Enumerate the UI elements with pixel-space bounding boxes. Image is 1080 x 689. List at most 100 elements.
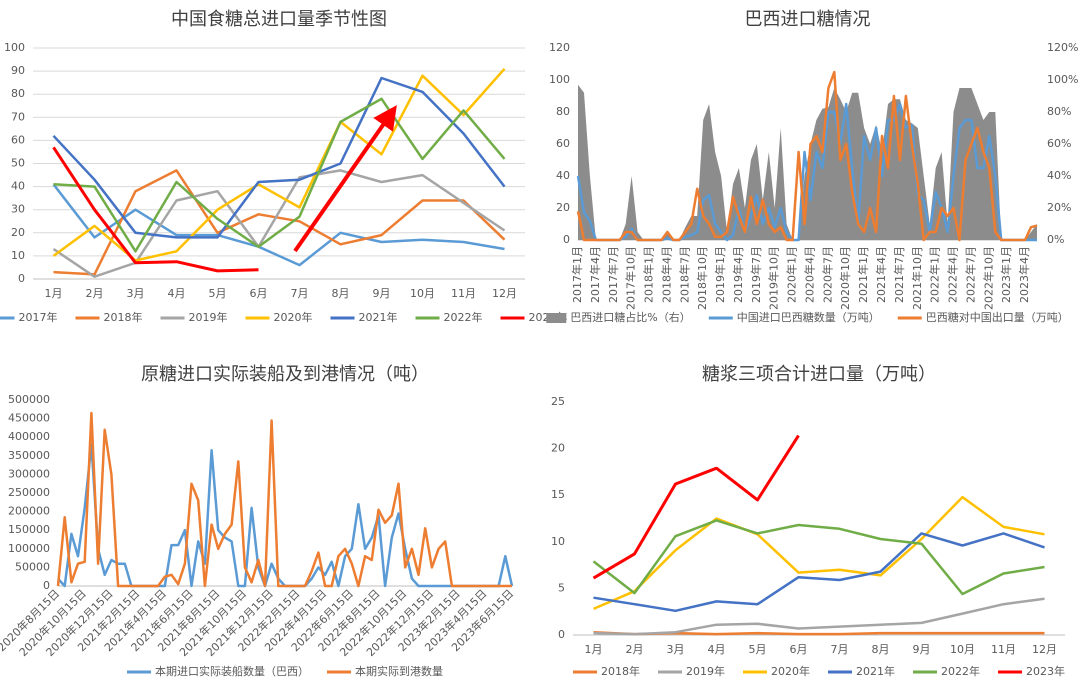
x-tick-label: 4月 [168, 287, 186, 300]
x-tick-label: 2021年10月 [910, 246, 924, 310]
y-tick-label: 20 [556, 201, 570, 214]
legend-label: 2021年 [359, 310, 398, 324]
x-tick-label: 5月 [209, 287, 227, 300]
x-tick-label: 1月 [585, 643, 603, 656]
legend-label: 中国进口巴西糖数量（万吨） [737, 310, 880, 324]
x-tick-label: 12月 [1032, 643, 1057, 656]
x-tick-label: 2020年7月 [820, 246, 834, 303]
x-tick-label: 9月 [913, 643, 931, 656]
legend-label: 2023年 [1026, 664, 1065, 678]
y2-tick-label: 0% [1047, 233, 1064, 246]
legend-label: 本期实际到港数量 [355, 664, 443, 678]
x-tick-label: 2018年4月 [659, 246, 673, 303]
series-line [593, 532, 1045, 613]
y-tick-label: 300000 [8, 467, 50, 480]
series-line [52, 183, 505, 267]
x-tick-label: 8月 [872, 643, 890, 656]
x-tick-label: 8月 [332, 287, 350, 300]
x-tick-label: 2017年7月 [606, 246, 620, 303]
legend-label: 2019年 [686, 664, 725, 678]
x-tick-label: 2020年10月 [838, 246, 852, 310]
x-tick-label: 2023年1月 [999, 246, 1013, 303]
y2-tick-label: 80% [1047, 105, 1071, 118]
legend-label: 2020年 [771, 664, 810, 678]
x-tick-label: 2018年1月 [642, 246, 656, 303]
y-tick-label: 500000 [8, 393, 50, 406]
x-tick-label: 2019年1月 [713, 246, 727, 303]
y2-tick-label: 40% [1047, 169, 1071, 182]
y2-tick-label: 120% [1047, 41, 1078, 54]
y-tick-label: 200000 [8, 505, 50, 518]
y-tick-label: 60 [556, 137, 570, 150]
x-tick-label: 2023年4月 [1017, 246, 1031, 303]
x-tick-label: 11月 [451, 287, 476, 300]
series-line [593, 495, 1045, 611]
x-tick-label: 6月 [250, 287, 268, 300]
series-line [592, 519, 1045, 596]
x-tick-label: 6月 [790, 643, 808, 656]
x-tick-label: 2020年4月 [802, 246, 816, 303]
y-tick-label: 400000 [8, 430, 50, 443]
y2-tick-label: 100% [1047, 73, 1078, 86]
legend: 2018年 2019年 2020年 2021年 2022年 2023年 [573, 664, 1065, 678]
y-tick-label: 0 [18, 272, 25, 285]
legend-label: 2021年 [856, 664, 895, 678]
x-tick-label: 9月 [373, 287, 391, 300]
series-line [53, 97, 506, 253]
chart-title: 原糖进口实际装船及到港情况（吨） [141, 364, 429, 385]
y-tick-label: 25 [551, 395, 565, 408]
y2-tick-label: 20% [1047, 201, 1071, 214]
y-tick-label: 70 [11, 110, 25, 123]
series-line [53, 169, 506, 276]
legend: 本期进口实际装船数量（巴西） 本期实际到港数量 [127, 664, 443, 678]
x-tick-label: 2019年7月 [749, 246, 763, 303]
y-tick-label: 80 [556, 105, 570, 118]
x-tick-label: 2019年4月 [731, 246, 745, 303]
x-tick-label: 2020年1月 [785, 246, 799, 303]
legend-label: 2017年 [19, 310, 58, 324]
y-tick-label: 80 [11, 87, 25, 100]
series-line [52, 146, 259, 273]
x-tick-label: 2021年1月 [856, 246, 870, 303]
x-tick-label: 2017年10月 [624, 246, 638, 310]
x-tick-label: 10月 [950, 643, 975, 656]
x-tick-label: 2022年10月 [981, 246, 995, 310]
x-tick-label: 2月 [86, 287, 104, 300]
y2-tick-label: 60% [1047, 137, 1071, 150]
legend: 巴西进口糖占比%（右） 中国进口巴西糖数量（万吨） 巴西糖对中国出口量（万吨） [546, 310, 1069, 324]
legend-label: 2020年 [274, 310, 313, 324]
y-tick-label: 120 [549, 41, 570, 54]
legend-label: 2019年 [189, 310, 228, 324]
y-tick-label: 50 [11, 157, 25, 170]
chart-title: 巴西进口糖情况 [745, 9, 871, 30]
series-line [56, 411, 512, 588]
y-tick-label: 20 [551, 442, 565, 455]
y-tick-label: 20 [11, 226, 25, 239]
y-tick-label: 150000 [8, 523, 50, 536]
legend: 2017年2018年2019年2020年2021年2022年2023年 [0, 310, 568, 324]
series-line [593, 597, 1045, 636]
y-tick-label: 0 [43, 579, 50, 592]
y-tick-label: 10 [11, 249, 25, 262]
x-tick-label: 7月 [291, 287, 309, 300]
y-tick-label: 250000 [8, 486, 50, 499]
x-tick-label: 11月 [991, 643, 1016, 656]
x-tick-label: 2021年7月 [892, 246, 906, 303]
x-tick-label: 12月 [492, 287, 517, 300]
legend-label: 2018年 [601, 664, 640, 678]
chart-panel: 巴西进口糖情况 0 20 40 60 80 100 120 0% 20% 40% 60% 80% 100%… [546, 9, 1078, 324]
y-tick-label: 40 [556, 169, 570, 182]
legend-label: 巴西糖对中国出口量（万吨） [926, 310, 1069, 324]
y-tick-label: 0 [558, 628, 565, 641]
y-tick-label: 100000 [8, 542, 50, 555]
y-tick-label: 10 [551, 535, 565, 548]
y-tick-label: 5 [558, 581, 565, 594]
x-tick-label: 2018年10月 [695, 246, 709, 310]
x-tick-label: 2018年7月 [677, 246, 691, 303]
series-area [578, 84, 1037, 240]
trend-arrow [293, 105, 397, 253]
y-tick-label: 100 [4, 41, 25, 54]
x-tick-label: 2017年4月 [588, 246, 602, 303]
chart-panel: 中国食糖总进口量季节性图 0 10 20 30 40 50 60 70 80 90 100 1月 2月 3月… [0, 9, 568, 324]
